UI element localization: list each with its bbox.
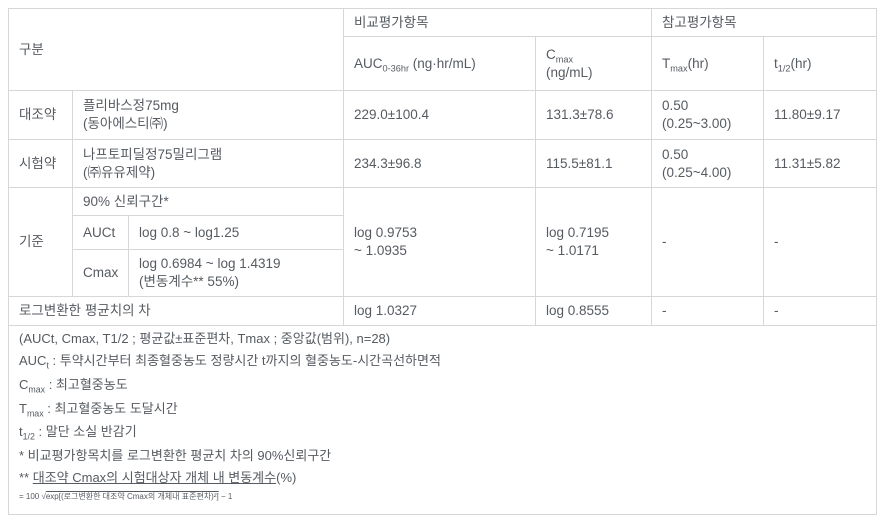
criteria-cmax-range: log 0.6984 ~ log 1.4319 (변동계수** 55%) (128, 249, 344, 297)
criteria-cmax-ci: log 0.7195 ~ 1.0171 (535, 187, 652, 297)
reference-drug-thalf: 11.80±9.17 (763, 90, 877, 140)
reference-drug-auc: 229.0±100.4 (343, 90, 536, 140)
cmax-label: C (546, 46, 556, 62)
footnote-tmax: Tmax : 최고혈중농도 도달시간 (19, 400, 178, 419)
tmax-label: T (662, 55, 671, 71)
header-auc: AUC0-36hr (ng·hr/mL) (343, 36, 536, 91)
criteria-ci-header: 90% 신뢰구간* (72, 187, 344, 216)
test-drug-thalf: 11.31±5.82 (763, 139, 877, 188)
log-diff-tmax: - (651, 296, 764, 326)
table-row-footnotes: (AUCt, Cmax, T1/2 ; 평균값±표준편차, Tmax ; 중앙값… (8, 324, 877, 515)
thalf-unit: (hr) (790, 55, 812, 71)
auc-subscript: 0-36hr (382, 63, 410, 74)
footnote-star: * 비교평가항목치를 로그변환한 평균치 차의 90%신뢰구간 (19, 448, 332, 464)
table-row-criteria-cmax: Cmax log 0.6984 ~ log 1.4319 (변동계수** 55%… (9, 249, 877, 297)
header-reference-group: 참고평가항목 (651, 8, 877, 37)
cmax-unit: (ng/mL) (546, 64, 593, 80)
footnotes-cell: (AUCt, Cmax, T1/2 ; 평균값±표준편차, Tmax ; 중앙값… (8, 324, 877, 515)
criteria-auct-range: log 0.8 ~ log1.25 (128, 215, 344, 250)
cmax-subscript: max (555, 54, 574, 65)
criteria-auc-ci: log 0.9753 ~ 1.0935 (343, 187, 536, 297)
table-row-criteria-ci: 기준 90% 신뢰구간* log 0.9753 ~ 1.0935 log 0.7… (8, 187, 877, 297)
log-diff-label: 로그변환한 평균치의 차 (8, 296, 344, 326)
table-row-criteria-auct: AUCt log 0.8 ~ log1.25 (9, 215, 877, 250)
thalf-subscript: 1/2 (777, 63, 791, 74)
log-diff-thalf: - (763, 296, 877, 326)
header-gubun: 구분 (8, 8, 344, 91)
tmax-subscript: max (670, 63, 688, 74)
test-drug-tmax: 0.50 (0.25~4.00) (651, 139, 764, 188)
criteria-label: 기준 (8, 187, 73, 297)
criteria-auct-label: AUCt (72, 215, 129, 250)
log-diff-cmax: log 0.8555 (535, 296, 652, 326)
table-row-log-diff: 로그변환한 평균치의 차 log 1.0327 log 0.8555 - - (8, 296, 877, 326)
bioequivalence-table: 구분 비교평가항목 참고평가항목 AUC0-36hr (ng·hr/mL) Cm… (8, 8, 877, 515)
tmax-unit: (hr) (687, 55, 709, 71)
criteria-thalf: - (763, 187, 877, 297)
auc-unit: (ng·hr/mL) (409, 55, 476, 71)
header-comparative-group: 비교평가항목 (343, 8, 652, 37)
footnote-auc: AUCt : 투약시간부터 최종혈중농도 정량시간 t까지의 혈중농도-시간곡선… (19, 352, 441, 371)
reference-drug-name: 플리바스정75mg (동아에스티㈜) (72, 90, 344, 140)
thalf-label: t (774, 55, 778, 71)
test-drug-cmax: 115.5±81.1 (535, 139, 652, 188)
header-thalf: t1/2(hr) (763, 36, 877, 91)
table-row-test-drug: 시험약 나프토피딜정75밀리그램 (㈜유유제약) 234.3±96.8 115.… (8, 139, 877, 188)
footnote-cmax: Cmax : 최고혈중농도 (19, 376, 128, 395)
auc-label: AUC (354, 55, 383, 71)
table-row-reference-drug: 대조약 플리바스정75mg (동아에스티㈜) 229.0±100.4 131.3… (8, 90, 877, 140)
test-drug-auc: 234.3±96.8 (343, 139, 536, 188)
log-diff-auc: log 1.0327 (343, 296, 536, 326)
footnote-stats: (AUCt, Cmax, T1/2 ; 평균값±표준편차, Tmax ; 중앙값… (19, 331, 391, 346)
test-drug-name: 나프토피딜정75밀리그램 (㈜유유제약) (72, 139, 344, 188)
reference-drug-tmax: 0.50 (0.25~3.00) (651, 90, 764, 140)
footnote-thalf: t1/2 : 말단 소실 반감기 (19, 424, 137, 442)
reference-drug-cmax: 131.3±78.6 (535, 90, 652, 140)
criteria-cmax-label: Cmax (72, 249, 129, 297)
footnote-double-star: ** 대조약 Cmax의 시험대상자 개체 내 변동계수(%) (19, 470, 297, 486)
criteria-tmax: - (651, 187, 764, 297)
header-tmax: Tmax(hr) (651, 36, 764, 91)
test-drug-label: 시험약 (8, 139, 73, 188)
reference-drug-label: 대조약 (8, 90, 73, 140)
header-cmax: Cmax (ng/mL) (535, 36, 652, 91)
footnote-cv-formula: = 100 √exp[(로그변환한 대조약 Cmax의 개체내 표준편차)²] … (19, 491, 233, 501)
